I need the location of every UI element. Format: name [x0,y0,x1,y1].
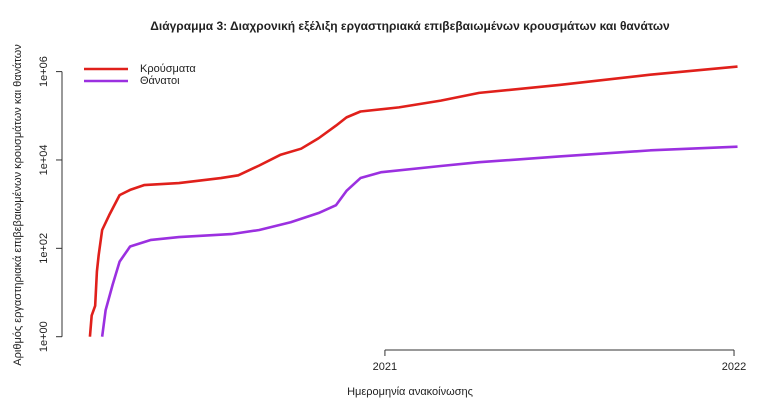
x-axis-label: Ημερομηνία ανακοίνωσης [347,386,473,398]
chart-title: Διάγραμμα 3: Διαχρονική εξέλιξη εργαστηρ… [150,19,670,33]
y-tick-label: 1e+06 [38,56,50,87]
legend-label: Θάνατοι [140,75,180,87]
legend-label: Κρούσματα [140,63,196,75]
y-tick-label: 1e+00 [38,321,50,352]
x-tick-label: 2022 [722,361,746,373]
line-series [88,65,738,337]
y-tick-label: 1e+02 [38,233,50,264]
y-tick-label: 1e+04 [38,145,50,176]
x-tick-label: 2021 [373,361,397,373]
line-series [100,145,738,337]
y-axis-label: Αριθμός εργαστηριακά επιβεβαιωμένων κρου… [12,44,24,366]
